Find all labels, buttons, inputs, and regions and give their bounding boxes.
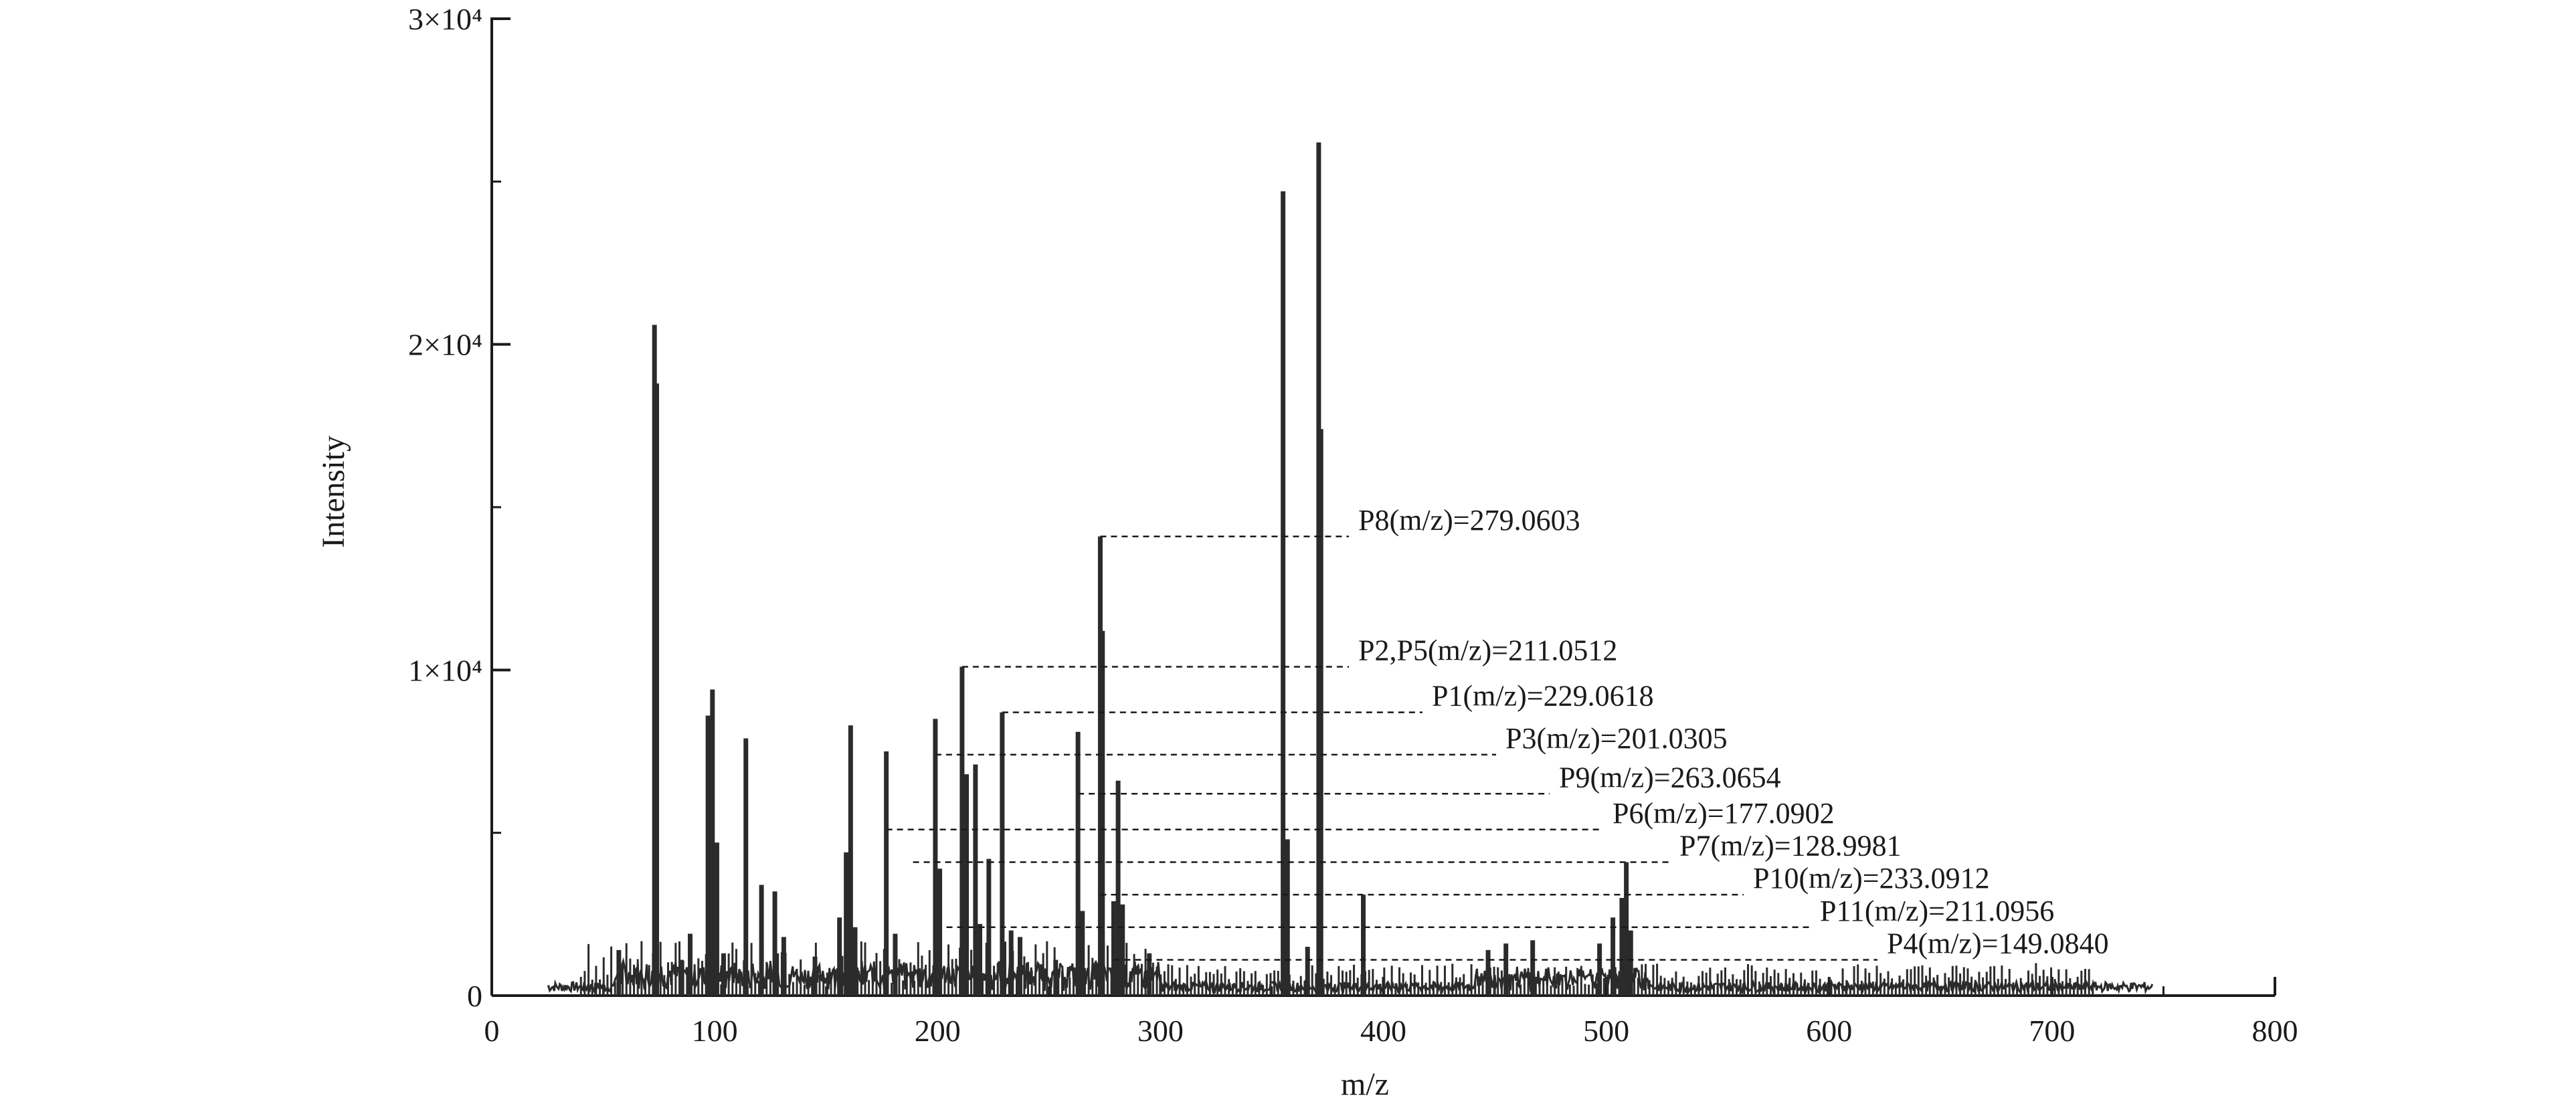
annotation-label: P7(m/z)=128.9981 [1679, 829, 1902, 862]
annotation-label: P10(m/z)=233.0912 [1753, 862, 1990, 895]
x-tick-label: 600 [1806, 1014, 1852, 1048]
x-tick-label: 800 [2252, 1014, 2298, 1048]
annotation-label: P4(m/z)=149.0840 [1887, 927, 2109, 959]
annotation-label: P6(m/z)=177.0902 [1613, 797, 1835, 830]
annotation-label: P1(m/z)=229.0618 [1432, 680, 1654, 713]
x-tick-label: 500 [1583, 1014, 1629, 1048]
y-tick-label: 0 [467, 979, 482, 1013]
x-tick-label: 300 [1137, 1014, 1184, 1048]
axes: 0 100 200 300 400 500 600 700 800 0 1×10⁴ 2×10⁴ 3×10… [408, 2, 2298, 1048]
y-axis-title: Intensity [316, 436, 351, 548]
annotation-label: P11(m/z)=211.0956 [1820, 895, 2054, 927]
x-tick-label: 200 [915, 1014, 961, 1048]
x-axis-title: m/z [1341, 1067, 1389, 1098]
x-tick-label: 0 [484, 1014, 500, 1048]
y-tick-label: 3×10⁴ [408, 2, 482, 36]
annotation-label: P8(m/z)=279.0603 [1358, 504, 1580, 537]
spectrum-peaks [616, 142, 1633, 996]
x-tick-label: 400 [1360, 1014, 1406, 1048]
peak-annotations: P8(m/z)=279.0603 P2,P5(m/z)=211.0512 P1(m/… [886, 504, 2109, 961]
annotation-label: P2,P5(m/z)=211.0512 [1358, 634, 1617, 666]
annotation-label: P3(m/z)=201.0305 [1505, 722, 1728, 755]
x-tick-label: 700 [2029, 1014, 2075, 1048]
x-tick-label: 100 [692, 1014, 738, 1048]
annotation-label: P9(m/z)=263.0654 [1559, 761, 1781, 794]
y-tick-label: 2×10⁴ [408, 328, 482, 362]
y-tick-label: 1×10⁴ [408, 653, 482, 687]
